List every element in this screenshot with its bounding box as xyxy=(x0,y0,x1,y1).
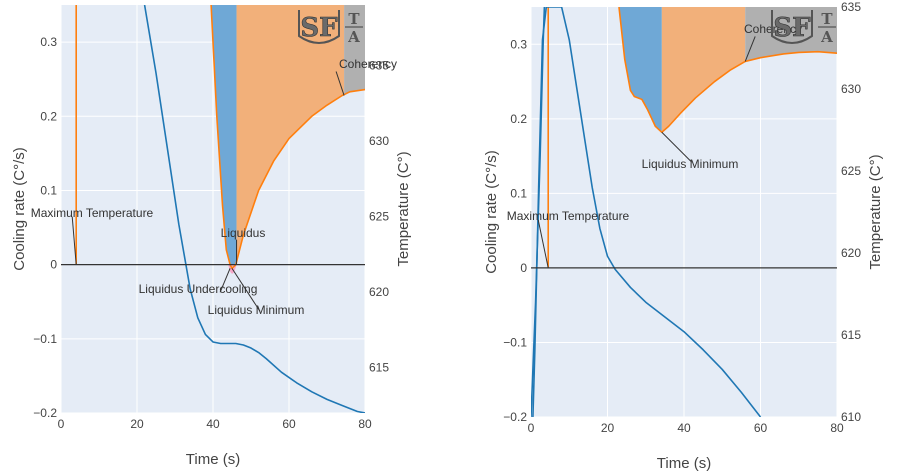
y-tick-label: 0 xyxy=(520,261,527,275)
x-tick-label: 60 xyxy=(282,417,296,431)
annotation-label: Coherency xyxy=(339,57,397,71)
y-tick-label: −0.2 xyxy=(33,406,57,420)
region-solid xyxy=(236,5,345,262)
plot-clip-group xyxy=(75,5,365,413)
y-tick-label: −0.1 xyxy=(503,335,527,349)
x-tick-label: 0 xyxy=(528,421,535,435)
annotation-label: Maximum Temperature xyxy=(507,209,630,223)
chart-1: 0 20 40 60 80 −0.2 −0.1 0 0.1 0.2 0.3 615 620 625 630 6… xyxy=(11,5,412,468)
x-axis-title: Time (s) xyxy=(657,455,711,471)
annotation-label: Liquidus xyxy=(221,226,266,240)
y-tick-label: 0.2 xyxy=(40,109,57,123)
annotation-label: Liquidus Minimum xyxy=(208,303,305,317)
y2-tick-label: 625 xyxy=(841,164,861,178)
x-tick-label: 80 xyxy=(358,417,372,431)
series-cooling_curve_edge xyxy=(210,5,365,270)
logo-big-letters: SF xyxy=(773,13,811,43)
sfta-logo: SF TA xyxy=(298,10,363,46)
y2-axis-title: Temperature (C°) xyxy=(395,151,412,266)
y-tick-label: 0 xyxy=(50,258,57,272)
y2-axis-title: Temperature (C°) xyxy=(867,154,884,269)
y2-tick-label: 615 xyxy=(841,328,861,342)
y-tick-label: 0.3 xyxy=(510,37,527,51)
logo-bottom-letter: A xyxy=(820,28,833,46)
y-tick-label: −0.2 xyxy=(503,410,527,424)
sfta-logo: SF TA xyxy=(771,10,836,46)
series-temperature xyxy=(143,5,365,413)
annotation-label: Liquidus Minimum xyxy=(642,157,739,171)
y2-tick-label: 620 xyxy=(841,246,861,260)
annotation-arrow xyxy=(744,36,756,62)
y-tick-label: 0.2 xyxy=(510,112,527,126)
x-tick-label: 20 xyxy=(130,417,144,431)
y-axis-title: Cooling rate (C°/s) xyxy=(11,147,28,271)
logo-frame xyxy=(298,10,340,44)
logo-top-letter: T xyxy=(821,10,833,28)
x-tick-label: 0 xyxy=(58,417,65,431)
y2-tick-label: 635 xyxy=(369,58,389,72)
annotation-arrow xyxy=(661,131,693,163)
chart-2: 0 20 40 60 80 −0.2 −0.1 0 0.1 0.2 0.3 610 615 620 625 6… xyxy=(483,0,884,471)
x-tick-label: 40 xyxy=(677,421,691,435)
annotation-label: Liquidus Undercooling xyxy=(139,282,258,296)
y-axis-title: Cooling rate (C°/s) xyxy=(483,150,500,274)
logo-top-letter: T xyxy=(348,10,360,28)
y2-tick-label: 620 xyxy=(369,285,389,299)
annotation-arrow xyxy=(219,268,231,293)
annotation-arrow xyxy=(71,216,77,265)
logo-bottom-letter: A xyxy=(347,28,360,46)
y2-tick-label: 630 xyxy=(369,134,389,148)
x-tick-label: 20 xyxy=(601,421,615,435)
region-solid xyxy=(661,7,746,133)
annotation-arrow xyxy=(335,71,345,96)
y2-tick-label: 615 xyxy=(369,361,389,375)
x-tick-label: 80 xyxy=(830,421,844,435)
y-tick-label: 0.1 xyxy=(510,186,527,200)
annotation-label: Maximum Temperature xyxy=(31,206,154,220)
annotation-arrow xyxy=(231,268,261,312)
x-axis-title: Time (s) xyxy=(186,451,240,468)
series-cooling_curve_edge xyxy=(618,7,837,134)
y2-tick-label: 630 xyxy=(841,82,861,96)
series-temperature_steep xyxy=(531,7,546,417)
x-tick-label: 40 xyxy=(206,417,220,431)
plot-clip-group xyxy=(531,7,837,417)
y2-tick-label: 625 xyxy=(369,210,389,224)
annotation-arrow xyxy=(537,219,549,269)
logo-frame xyxy=(771,10,813,44)
x-tick-label: 60 xyxy=(754,421,768,435)
region-liquidus xyxy=(618,7,662,133)
y2-tick-label: 610 xyxy=(841,410,861,424)
region-coherency xyxy=(745,7,837,62)
y-tick-label: −0.1 xyxy=(33,332,57,346)
region-liquidus xyxy=(211,5,237,269)
y-tick-label: 0.1 xyxy=(40,183,57,197)
y-tick-label: 0.3 xyxy=(40,35,57,49)
y2-tick-label: 635 xyxy=(841,0,861,14)
logo-big-letters: SF xyxy=(300,13,338,43)
